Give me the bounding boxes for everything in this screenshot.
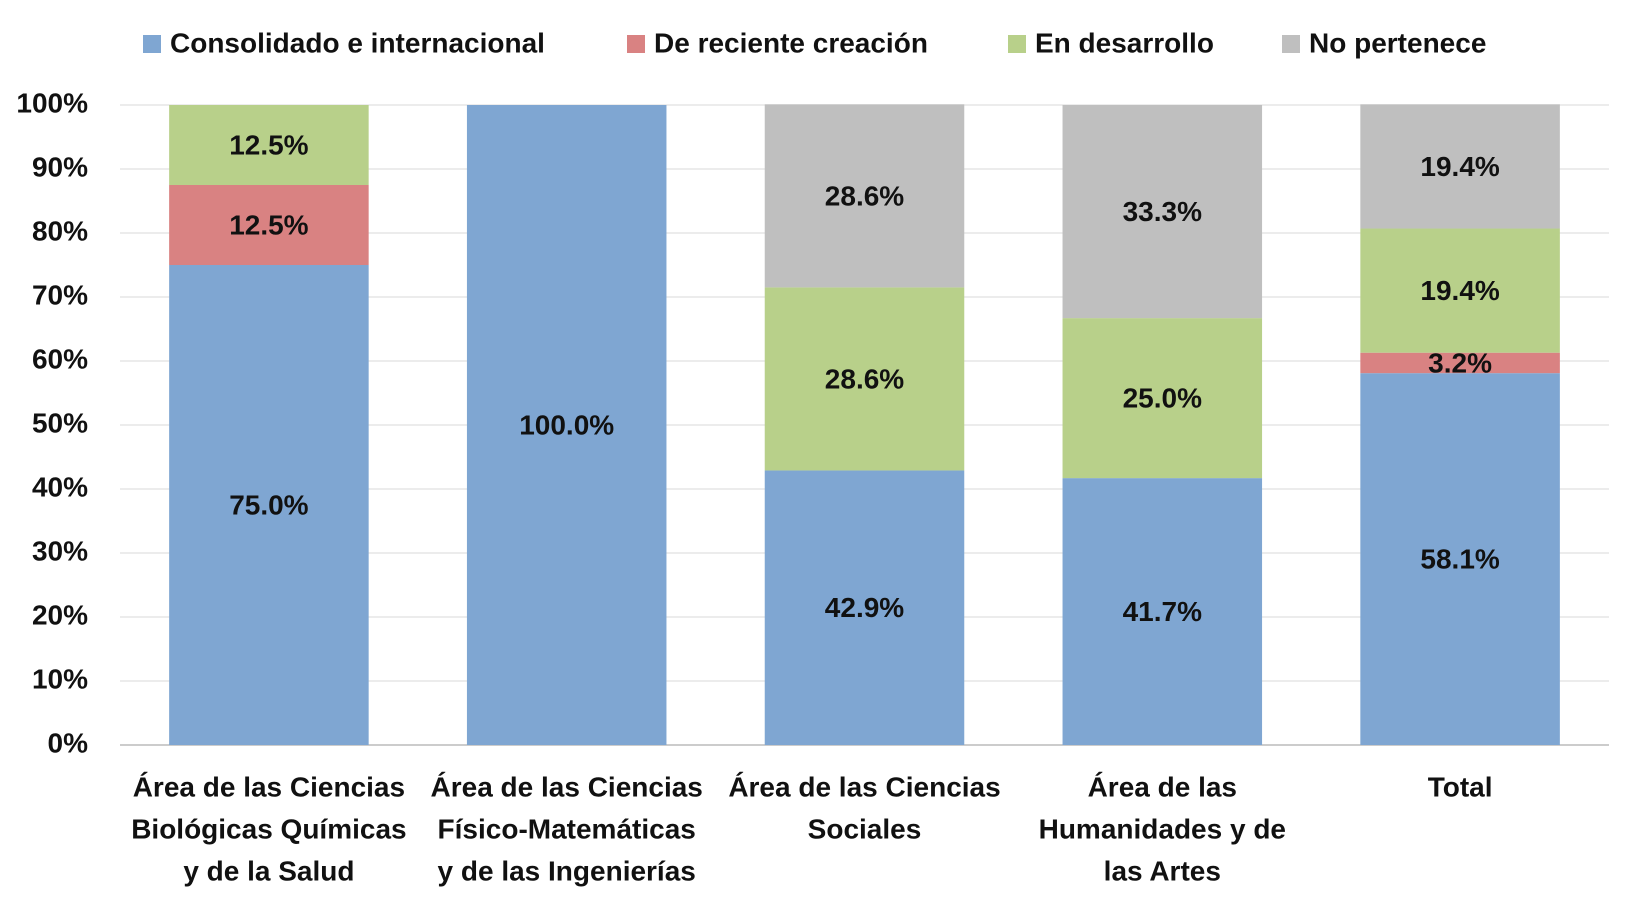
x-tick-label: Área de las Ciencias	[431, 771, 703, 802]
bar-segment	[764, 470, 965, 745]
data-label: 58.1%	[1420, 543, 1499, 574]
x-tick-label: Biológicas Químicas	[131, 813, 406, 844]
bar-segment	[764, 104, 965, 288]
bar-segment	[764, 287, 965, 471]
x-tick-label: Sociales	[808, 813, 922, 844]
bar-segment	[1360, 373, 1560, 745]
legend-label: De reciente creación	[654, 27, 928, 58]
y-tick-label: 20%	[32, 599, 88, 630]
bar-segment	[1360, 228, 1560, 353]
x-tick-label: Área de las Ciencias	[133, 771, 405, 802]
legend-swatch	[143, 35, 161, 53]
data-label: 33.3%	[1123, 196, 1202, 227]
x-tick-label: Físico-Matemáticas	[438, 813, 696, 844]
y-tick-label: 0%	[48, 727, 89, 758]
x-tick-label: Total	[1428, 771, 1493, 802]
data-label: 19.4%	[1420, 275, 1499, 306]
bar-segment	[1360, 352, 1560, 374]
y-tick-label: 10%	[32, 663, 88, 694]
bar-segment	[1360, 104, 1560, 229]
y-tick-label: 100%	[16, 87, 88, 118]
y-tick-label: 30%	[32, 535, 88, 566]
data-label: 42.9%	[825, 592, 904, 623]
bar-segment	[169, 265, 369, 745]
legend-label: Consolidado e internacional	[170, 27, 545, 58]
y-tick-label: 80%	[32, 215, 88, 246]
data-label: 19.4%	[1420, 151, 1499, 182]
data-label: 41.7%	[1123, 596, 1202, 627]
data-label: 12.5%	[229, 129, 308, 160]
bar-segment	[169, 185, 369, 265]
data-label: 75.0%	[229, 489, 308, 520]
legend-label: No pertenece	[1309, 27, 1486, 58]
bar-segment	[1062, 105, 1263, 319]
bar-segment	[169, 105, 369, 185]
data-label: 28.6%	[825, 180, 904, 211]
bar-segment	[1062, 318, 1263, 479]
y-tick-label: 60%	[32, 343, 88, 374]
legend-swatch	[1008, 35, 1026, 53]
x-tick-label: Humanidades y de	[1039, 813, 1286, 844]
y-tick-label: 70%	[32, 279, 88, 310]
bar-segment	[466, 105, 667, 745]
x-tick-label: Área de las Ciencias	[728, 771, 1000, 802]
legend-swatch	[1282, 35, 1300, 53]
y-tick-label: 90%	[32, 151, 88, 182]
x-tick-label: Área de las	[1088, 771, 1237, 802]
data-label: 12.5%	[229, 209, 308, 240]
data-label: 25.0%	[1123, 383, 1202, 414]
y-tick-label: 40%	[32, 471, 88, 502]
legend-label: En desarrollo	[1035, 27, 1214, 58]
x-tick-label: y de la Salud	[183, 855, 354, 886]
x-tick-label: y de las Ingenierías	[438, 855, 696, 886]
y-tick-label: 50%	[32, 407, 88, 438]
data-label: 28.6%	[825, 363, 904, 394]
data-label: 100.0%	[519, 409, 614, 440]
bar-segment	[1062, 478, 1263, 745]
x-tick-label: las Artes	[1104, 855, 1221, 886]
legend-swatch	[627, 35, 645, 53]
